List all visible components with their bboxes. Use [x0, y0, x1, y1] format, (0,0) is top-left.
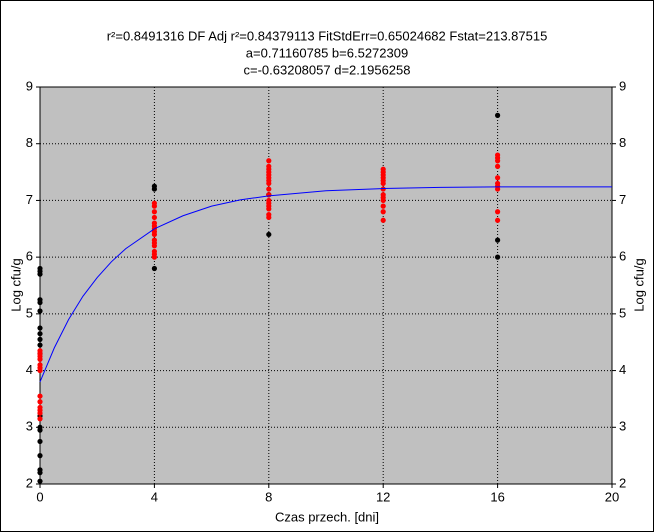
data-point — [37, 325, 43, 331]
data-point — [380, 203, 386, 209]
title-line: c=-0.63208057 d=2.1956258 — [244, 62, 411, 77]
data-point — [151, 209, 157, 215]
y-tick-label: 6 — [26, 249, 33, 264]
data-point — [37, 410, 43, 416]
data-point — [37, 393, 43, 399]
y-tick-label: 9 — [26, 78, 33, 93]
data-point — [495, 175, 501, 181]
y2-tick-label: 4 — [619, 362, 626, 377]
data-point — [151, 254, 157, 260]
data-point — [151, 186, 157, 192]
fit-curve — [39, 186, 612, 383]
data-point — [151, 214, 157, 221]
data-point — [151, 231, 157, 238]
x-tick-label: 12 — [376, 489, 390, 504]
data-point — [37, 331, 43, 337]
data-point — [266, 180, 272, 187]
data-point — [151, 203, 157, 209]
data-point — [37, 308, 43, 314]
data-point — [380, 186, 386, 192]
y-axis-label: Log cfu/g — [8, 258, 23, 312]
data-point — [37, 336, 43, 342]
data-point — [495, 217, 501, 223]
data-point — [495, 112, 501, 118]
data-point — [37, 438, 43, 445]
data-point — [37, 453, 43, 459]
y-tick-label: 3 — [26, 419, 33, 434]
x-tick-label: 8 — [265, 489, 272, 504]
x-tick-label: 20 — [605, 489, 619, 504]
data-point — [37, 427, 43, 433]
y-tick-label: 7 — [26, 192, 33, 207]
y-tick-label: 8 — [26, 135, 33, 150]
y2-tick-label: 9 — [619, 78, 626, 93]
y2-tick-label: 6 — [619, 249, 626, 264]
data-point — [380, 209, 386, 215]
x-tick-label: 16 — [490, 489, 504, 504]
data-point — [495, 186, 501, 192]
data-point — [495, 209, 501, 215]
plot-area — [39, 86, 613, 485]
y2-tick-label: 3 — [619, 419, 626, 434]
data-point — [495, 163, 501, 169]
data-point — [266, 158, 272, 164]
data-point — [495, 237, 501, 243]
data-point — [495, 158, 501, 164]
y2-tick-label: 5 — [619, 305, 626, 320]
data-point — [37, 470, 43, 476]
data-point — [37, 271, 43, 277]
data-point — [380, 217, 386, 223]
data-point — [37, 367, 43, 374]
data-point — [380, 197, 386, 204]
data-point — [266, 231, 272, 238]
data-point — [495, 254, 501, 260]
title-line: r²=0.8491316 DF Adj r²=0.84379113 FitStd… — [107, 28, 548, 43]
data-point — [37, 478, 43, 484]
y-tick-label: 4 — [26, 362, 33, 377]
data-point — [37, 299, 43, 306]
data-point — [37, 416, 43, 422]
data-point — [151, 265, 157, 272]
y2-axis-label: Log cfu/g — [631, 258, 646, 312]
data-point — [37, 356, 43, 362]
plot-border — [39, 86, 613, 485]
y2-tick-label: 8 — [619, 135, 626, 150]
x-tick-label: 4 — [151, 489, 158, 504]
data-point — [266, 186, 272, 192]
y2-tick-label: 2 — [619, 475, 626, 490]
data-point — [37, 399, 43, 405]
data-point — [151, 243, 157, 249]
x-tick-label: 0 — [36, 489, 43, 504]
y-tick-label: 5 — [26, 305, 33, 320]
data-point — [37, 342, 43, 348]
y-tick-label: 2 — [26, 475, 33, 490]
title-line: a=0.71160785 b=6.5272309 — [246, 45, 408, 60]
x-axis-label: Czas przech. [dni] — [275, 509, 379, 524]
data-point — [266, 206, 272, 212]
y2-tick-label: 7 — [619, 192, 626, 207]
data-point — [380, 180, 386, 187]
data-point — [266, 214, 272, 221]
